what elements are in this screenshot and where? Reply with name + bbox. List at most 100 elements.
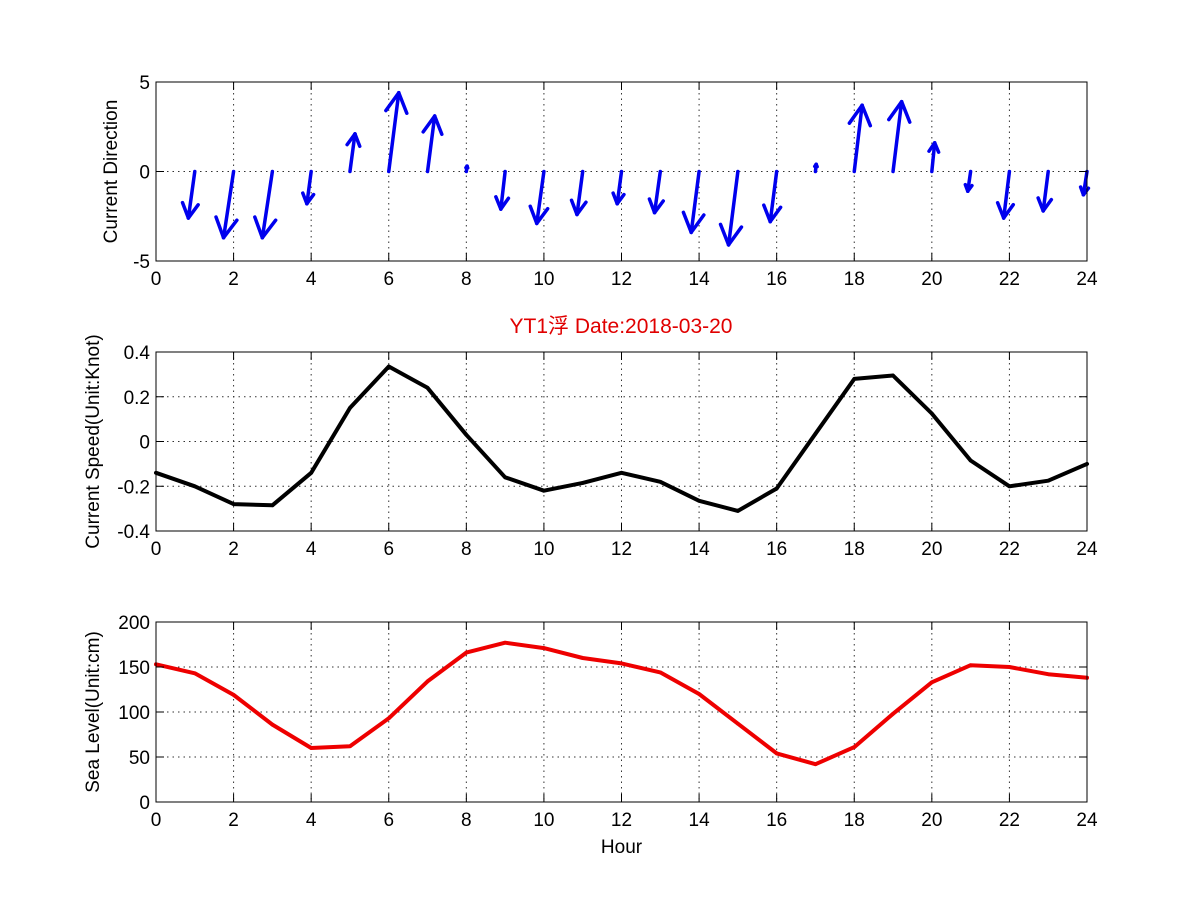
current-direction-arrow-shaft [726, 169, 740, 247]
current-direction-xtick-label: 6 [383, 269, 394, 290]
sea-level-ylabel: Sea Level(Unit:cm) [83, 631, 104, 793]
current-speed-point [736, 509, 740, 513]
current-direction-arrow [528, 169, 550, 226]
sea-level-ytick-label: 200 [118, 613, 150, 634]
current-direction-arrow [681, 169, 706, 235]
current-direction-arrow-shaft [425, 114, 437, 174]
sea-level-xtick-label: 10 [533, 810, 554, 831]
current-speed-xtick-label: 2 [228, 539, 239, 560]
current-speed-ytick-label: -0.2 [117, 477, 150, 498]
current-direction-xtick-label: 0 [151, 269, 162, 290]
sea-level-xtick-label: 16 [766, 810, 787, 831]
current-direction-arrow-head [465, 164, 470, 170]
current-speed-point [503, 475, 507, 480]
current-speed-xtick-label: 4 [306, 539, 317, 560]
sea-level-point [813, 762, 818, 766]
current-direction-arrow-shaft [1001, 169, 1012, 220]
current-speed-xtick-label: 8 [461, 539, 472, 560]
current-direction-arrow-head [1041, 197, 1054, 213]
current-direction-arrow [813, 162, 819, 174]
current-speed-ytick-label: -0.4 [117, 522, 150, 543]
current-direction-xtick-label: 12 [611, 269, 632, 290]
current-direction-xtick-label: 8 [461, 269, 472, 290]
current-speed-ticks: 0 2 4 6 8 10 12 14 16 18 20 22 240.40.20-0.2-0.4 [117, 343, 1098, 560]
sea-level-point [1007, 665, 1012, 669]
current-direction-xtick-label: 20 [921, 269, 942, 290]
current-direction-arrow-shaft [499, 169, 507, 211]
sea-level-series [154, 640, 1089, 767]
current-direction-xtick-label: 18 [844, 269, 865, 290]
sea-level-point [697, 692, 701, 696]
sea-level-point [968, 663, 973, 667]
current-speed-xtick-label: 6 [383, 539, 394, 560]
current-direction-arrow-head [494, 195, 503, 211]
current-speed-ytick-label: 0.4 [124, 343, 151, 364]
current-speed-point [852, 377, 857, 381]
current-direction-arrow-head [726, 225, 744, 247]
sea-level-xtick-label: 2 [228, 810, 239, 831]
current-direction-arrow-head [421, 114, 437, 134]
current-direction-arrow-head [186, 203, 200, 220]
sea-level-point [774, 751, 779, 756]
current-speed-xtick-label: 12 [611, 539, 632, 560]
sea-level-point [231, 693, 236, 697]
sea-level-point [930, 680, 934, 685]
current-direction-arrow-head [689, 213, 706, 235]
current-direction-arrow-head [762, 203, 772, 224]
current-speed-point [930, 411, 934, 416]
current-speed-point [619, 471, 624, 475]
current-direction-arrow [464, 164, 470, 174]
sea-level-point [619, 661, 624, 666]
sea-level-xtick-label: 22 [999, 810, 1020, 831]
current-direction-arrow-head [575, 200, 588, 217]
current-direction-arrow [569, 169, 588, 217]
current-direction-arrow-head [528, 204, 539, 226]
current-direction-arrow-shaft [387, 90, 401, 174]
current-direction-arrow-head [1001, 202, 1016, 220]
current-direction-arrow-head [1078, 185, 1086, 197]
current-direction-arrow [301, 169, 316, 206]
current-direction-arrow-shaft [652, 169, 663, 215]
current-direction-arrow-head [345, 132, 357, 147]
current-speed-point [813, 431, 818, 436]
current-speed-point [1046, 478, 1050, 483]
current-direction-vectors [180, 90, 1091, 247]
sea-level-xtick-label: 12 [611, 810, 632, 831]
current-speed-xtick-label: 22 [999, 539, 1020, 560]
current-speed-ytick-label: 0 [139, 433, 150, 454]
sea-level-xtick-label: 4 [306, 810, 317, 831]
current-speed-point [425, 386, 430, 390]
sea-level-ytick-label: 100 [118, 703, 150, 724]
current-speed-grid [156, 352, 1087, 531]
current-direction-arrow-shaft [221, 169, 236, 240]
current-direction-arrow-head [1036, 196, 1045, 213]
current-direction-arrow [647, 169, 665, 215]
current-speed-xtick-label: 14 [689, 539, 711, 560]
current-speed-point [891, 373, 895, 378]
current-speed-point [231, 502, 236, 506]
current-direction-arrow-head [221, 218, 239, 240]
current-speed-point [387, 364, 391, 369]
current-direction-arrow-shaft [260, 169, 275, 240]
sea-level-xtick-label: 14 [689, 810, 711, 831]
current-direction-arrow-head [301, 191, 309, 206]
current-speed-point [464, 433, 469, 437]
current-direction-ytick-label: 5 [139, 73, 150, 94]
current-direction-arrow [214, 169, 239, 240]
current-direction-arrow [847, 103, 873, 174]
current-direction-arrow [995, 169, 1016, 220]
current-direction-arrow-shaft [535, 169, 546, 226]
current-direction-arrow [253, 169, 278, 240]
sea-level-xtick-label: 20 [921, 810, 942, 831]
current-direction-arrow-head [718, 222, 731, 247]
current-speed-xtick-label: 10 [533, 539, 554, 560]
current-speed-ylabel: Current Speed(Unit:Knot) [83, 334, 104, 548]
current-direction-xtick-label: 2 [228, 269, 239, 290]
current-speed-point [270, 503, 275, 508]
current-direction-arrow-head [214, 215, 226, 240]
sea-level-ytick-label: 0 [139, 793, 150, 814]
sea-level-xtick-label: 24 [1076, 810, 1098, 831]
